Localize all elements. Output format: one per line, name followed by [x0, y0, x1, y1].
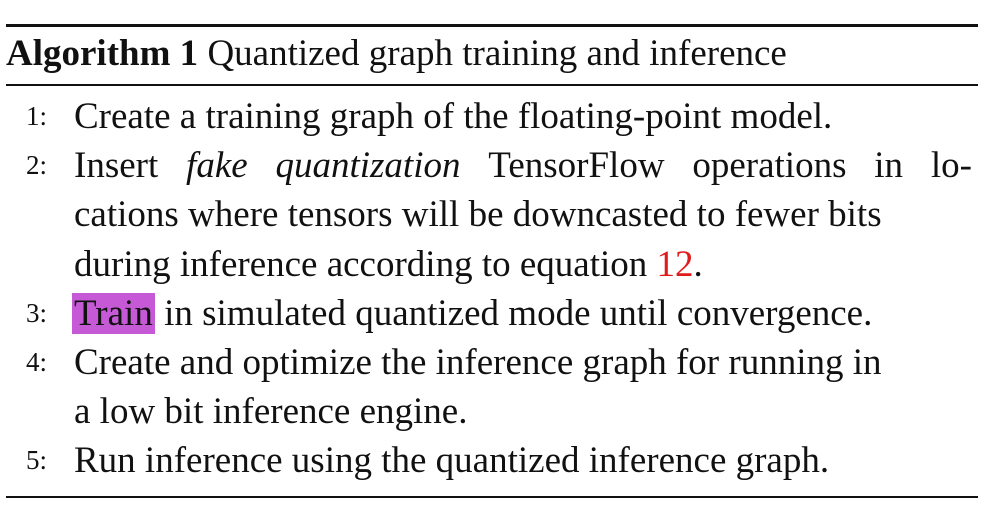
- word: lo-: [930, 145, 972, 187]
- word: TensorFlow: [488, 145, 665, 187]
- step-number: 3:: [26, 297, 48, 328]
- algorithm-caption: Algorithm 1 Quantized graph training and…: [6, 32, 787, 76]
- step-text-line: a low bit inference engine.: [74, 391, 468, 433]
- step-number: 5:: [26, 445, 48, 476]
- algorithm-title: Quantized graph training and inference: [207, 33, 787, 74]
- step-text-line: Train in simulated quantized mode until …: [72, 289, 978, 338]
- algorithm-label: Algorithm 1: [6, 33, 199, 74]
- step-number: 4:: [26, 347, 48, 378]
- equation-reference-link[interactable]: 12: [656, 243, 694, 285]
- step-2: 2: Insert fake quantization TensorFlow o…: [6, 141, 978, 289]
- caption-rule: [6, 84, 978, 86]
- step-text-line: during inference according to equation 1…: [74, 240, 978, 289]
- term-quantization: quantization: [275, 145, 461, 187]
- step-4: 4: Create and optimize the inference gra…: [6, 338, 978, 436]
- step-text-line: Insert fake quantization TensorFlow oper…: [74, 141, 972, 190]
- step-3: 3: Train in simulated quantized mode unt…: [6, 289, 978, 338]
- step-number: 1:: [26, 101, 48, 131]
- highlighted-word: Train: [72, 292, 155, 334]
- step-text-prefix: during inference according to equation: [74, 243, 657, 285]
- word: operations: [692, 145, 847, 187]
- step-number: 2:: [26, 150, 48, 181]
- step-text: Run inference using the quantized infere…: [74, 440, 830, 482]
- step-text: in simulated quantized mode until conver…: [154, 292, 873, 334]
- step-5: 5: Run inference using the quantized inf…: [6, 436, 978, 485]
- step-text-line: cations where tensors will be downcasted…: [74, 194, 882, 236]
- algorithm-steps: 1: Create a training graph of the floati…: [6, 92, 978, 486]
- step-text-line: Create and optimize the inference graph …: [74, 342, 882, 384]
- word: in: [874, 145, 904, 187]
- step-1: 1: Create a training graph of the floati…: [6, 92, 978, 141]
- step-text-suffix: .: [693, 243, 703, 285]
- term-fake: fake: [186, 145, 248, 187]
- step-text: Create a training graph of the floating-…: [74, 96, 833, 137]
- word: Insert: [74, 145, 159, 187]
- top-rule: [6, 24, 978, 27]
- bottom-rule: [6, 496, 978, 498]
